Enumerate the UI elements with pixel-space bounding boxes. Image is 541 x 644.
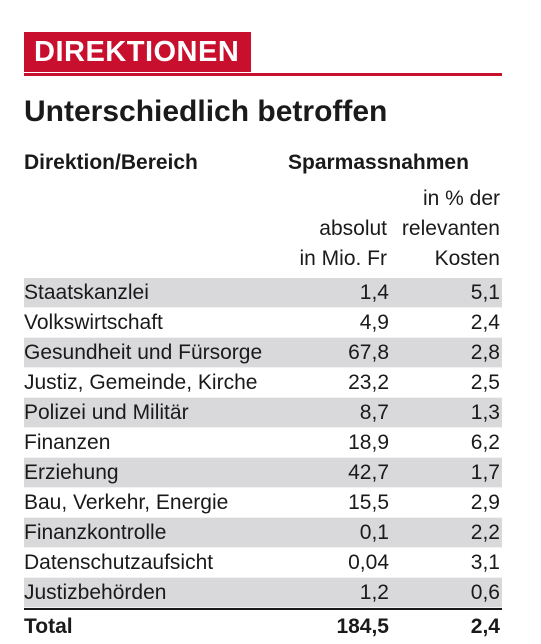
row-name: Finanzkontrolle xyxy=(24,521,167,544)
row-name: Gesundheit und Fürsorge xyxy=(24,341,263,364)
row-percent-value: 0,6 xyxy=(470,581,500,604)
table-row: Justiz, Gemeinde, Kirche 23,2 2,5 xyxy=(24,368,502,398)
total-percent-value: 2,4 xyxy=(470,615,500,638)
row-absolute-value: 67,8 xyxy=(348,341,389,364)
row-percent-value: 3,1 xyxy=(470,551,500,574)
header-pct-line1: in % der xyxy=(422,187,500,210)
row-name: Volkswirtschaft xyxy=(24,311,163,334)
row-absolute-value: 1,2 xyxy=(359,581,389,604)
section-kicker: DIREKTIONEN xyxy=(24,32,502,76)
total-row: Total 184,5 2,4 xyxy=(24,608,502,644)
row-name: Polizei und Militär xyxy=(24,401,189,424)
column-header-group: Sparmassnahmen xyxy=(288,151,469,174)
data-table: Staatskanzlei 1,4 5,1 Volkswirtschaft 4,… xyxy=(24,278,502,644)
row-percent-value: 2,9 xyxy=(470,491,500,514)
table-row: Gesundheit und Fürsorge 67,8 2,8 xyxy=(24,338,502,368)
row-percent-value: 2,2 xyxy=(470,521,500,544)
row-percent-value: 1,7 xyxy=(470,461,500,484)
table-row: Finanzen 18,9 6,2 xyxy=(24,428,502,458)
row-name: Bau, Verkehr, Energie xyxy=(24,491,229,514)
row-name: Justizbehörden xyxy=(24,581,167,604)
table-row: Justizbehörden 1,2 0,6 xyxy=(24,578,502,608)
row-name: Erziehung xyxy=(24,461,119,484)
table-row: Staatskanzlei 1,4 5,1 xyxy=(24,278,502,308)
row-percent-value: 6,2 xyxy=(470,431,500,454)
header-pct-line3: Kosten xyxy=(434,247,500,270)
row-name: Justiz, Gemeinde, Kirche xyxy=(24,371,258,394)
header-pct-line2: relevanten xyxy=(401,217,500,240)
row-name: Datenschutzaufsicht xyxy=(24,551,214,574)
row-name: Staatskanzlei xyxy=(24,281,149,304)
row-absolute-value: 18,9 xyxy=(348,431,389,454)
row-absolute-value: 15,5 xyxy=(348,491,389,514)
row-absolute-value: 23,2 xyxy=(348,371,389,394)
table-row: Bau, Verkehr, Energie 15,5 2,9 xyxy=(24,488,502,518)
row-percent-value: 5,1 xyxy=(470,281,500,304)
row-absolute-value: 0,04 xyxy=(348,551,389,574)
table-row: Datenschutzaufsicht 0,04 3,1 xyxy=(24,548,502,578)
header-abs-line1: absolut xyxy=(319,217,387,240)
row-absolute-value: 8,7 xyxy=(359,401,389,424)
row-percent-value: 2,8 xyxy=(470,341,500,364)
total-absolute-value: 184,5 xyxy=(336,615,389,638)
total-label: Total xyxy=(24,615,73,638)
table-row: Erziehung 42,7 1,7 xyxy=(24,458,502,488)
row-absolute-value: 4,9 xyxy=(359,311,389,334)
table-row: Polizei und Militär 8,7 1,3 xyxy=(24,398,502,428)
table-row: Finanzkontrolle 0,1 2,2 xyxy=(24,518,502,548)
header-abs-line2: in Mio. Fr xyxy=(299,247,387,270)
table-row: Volkswirtschaft 4,9 2,4 xyxy=(24,308,502,338)
column-header-name: Direktion/Bereich xyxy=(24,151,198,174)
row-absolute-value: 42,7 xyxy=(348,461,389,484)
table-title: Unterschiedlich betroffen xyxy=(24,95,388,128)
row-percent-value: 1,3 xyxy=(470,401,500,424)
kicker-rule xyxy=(24,73,502,76)
kicker-label: DIREKTIONEN xyxy=(24,32,252,72)
row-absolute-value: 0,1 xyxy=(359,521,389,544)
row-percent-value: 2,4 xyxy=(470,311,500,334)
row-name: Finanzen xyxy=(24,431,111,454)
row-absolute-value: 1,4 xyxy=(359,281,389,304)
row-percent-value: 2,5 xyxy=(470,371,500,394)
